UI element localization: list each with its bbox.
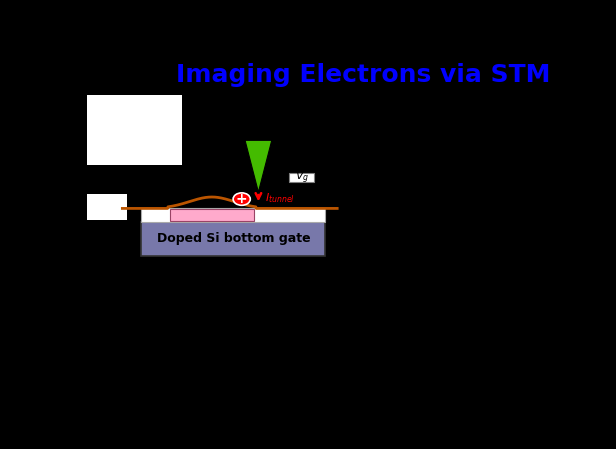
Text: Doped Si bottom gate: Doped Si bottom gate: [156, 232, 310, 245]
Bar: [170, 209, 254, 220]
Text: $V_g$: $V_g$: [294, 169, 309, 186]
Bar: [290, 173, 314, 182]
Circle shape: [233, 193, 250, 205]
Bar: [142, 221, 325, 256]
Text: Imaging Electrons via STM: Imaging Electrons via STM: [176, 62, 551, 87]
Text: $I_{tunnel}$: $I_{tunnel}$: [265, 191, 294, 205]
Text: Tip: Tip: [248, 119, 269, 132]
Bar: [86, 194, 127, 220]
Bar: [86, 95, 182, 164]
Polygon shape: [245, 140, 272, 192]
Text: +: +: [236, 192, 248, 206]
Bar: [142, 208, 325, 221]
